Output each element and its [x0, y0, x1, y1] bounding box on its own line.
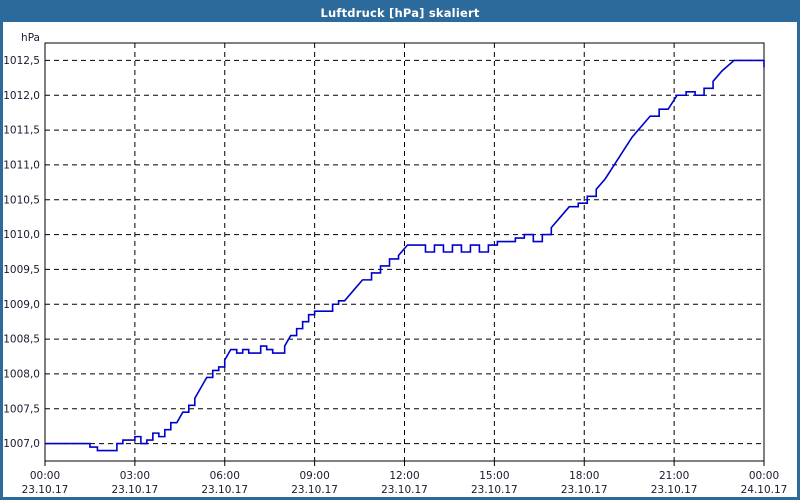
x-tick-date-label: 23.10.17: [201, 484, 248, 496]
page-title: Luftdruck [hPa] skaliert: [320, 5, 480, 20]
x-tick-date-label: 23.10.17: [561, 484, 608, 496]
y-tick-label: 1009,5: [3, 264, 40, 276]
plot-frame: [44, 42, 765, 466]
y-axis-tick-labels: 1007,0 1007,5 1008,0 1008,5 1009,0 1009,5 1010…: [3, 55, 40, 450]
y-axis-unit-label: hPa: [21, 32, 40, 44]
x-tick-time-label: 00:00: [30, 470, 60, 482]
x-tick-date-label: 23.10.17: [381, 484, 428, 496]
y-tick-label: 1010,5: [3, 194, 40, 206]
x-tick-date-label: 23.10.17: [22, 484, 69, 496]
x-tick-date-label: 23.10.17: [291, 484, 338, 496]
y-tick-label: 1009,0: [3, 299, 40, 311]
x-tick-time-label: 00:00: [749, 470, 779, 482]
x-tick-date-label: 23.10.17: [111, 484, 158, 496]
y-tick-label: 1008,0: [3, 368, 40, 380]
x-tick-date-label: 23.10.17: [651, 484, 698, 496]
x-tick-time-label: 09:00: [299, 470, 329, 482]
x-tick-time-label: 12:00: [389, 470, 419, 482]
y-tick-label: 1011,5: [3, 125, 40, 137]
y-tick-label: 1010,0: [3, 229, 40, 241]
window-titlebar: Luftdruck [hPa] skaliert: [3, 3, 797, 22]
x-tick-time-label: 03:00: [120, 470, 150, 482]
y-tick-label: 1012,0: [3, 90, 40, 102]
grid-lines: [45, 43, 764, 461]
y-tick-label: 1008,5: [3, 334, 40, 346]
x-tick-time-label: 15:00: [479, 470, 509, 482]
y-tick-label: 1011,0: [3, 159, 40, 171]
x-axis-tick-labels: 00:00 23.10.17 03:00 23.10.17 06:00 23.10.17 0…: [22, 470, 788, 496]
y-tick-label: 1012,5: [3, 55, 40, 67]
y-tick-label: 1007,5: [3, 403, 40, 415]
chart-plot-container: 1007,0 1007,5 1008,0 1008,5 1009,0 1009,5 1010…: [3, 22, 797, 497]
y-tick-label: 1007,0: [3, 438, 40, 450]
pressure-series-line: [45, 59, 765, 452]
x-tick-time-label: 21:00: [659, 470, 689, 482]
x-tick-time-label: 18:00: [569, 470, 599, 482]
pressure-line-chart: 1007,0 1007,5 1008,0 1008,5 1009,0 1009,5 1010…: [3, 32, 788, 496]
x-tick-date-label: 23.10.17: [471, 484, 518, 496]
x-tick-time-label: 06:00: [210, 470, 240, 482]
x-tick-date-label: 24.10.17: [741, 484, 788, 496]
